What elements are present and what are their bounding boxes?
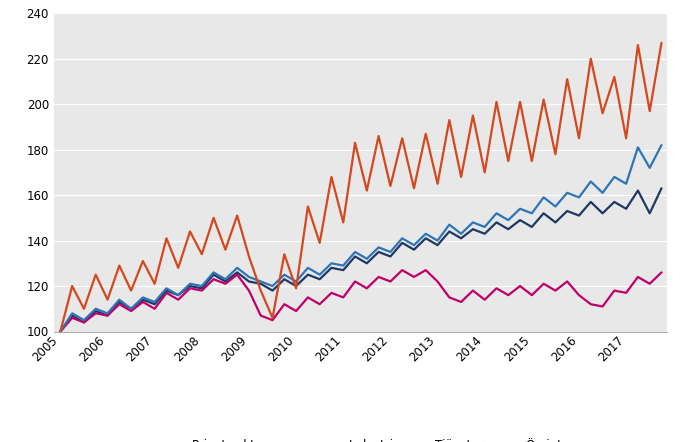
Industri xyxy=(268,317,276,323)
Industri xyxy=(657,270,665,275)
Övrigt xyxy=(657,40,665,46)
Privat sektor, varav xyxy=(268,288,276,293)
Övrigt xyxy=(610,74,618,80)
Line: Privat sektor, varav: Privat sektor, varav xyxy=(61,188,661,332)
Industri xyxy=(433,279,441,284)
Industri xyxy=(398,267,407,273)
Industri xyxy=(622,290,630,296)
Privat sektor, varav xyxy=(657,186,665,191)
Line: Industri: Industri xyxy=(61,270,661,332)
Legend: Privat sektor, varav, Industri, Tjänster, Övrigt: Privat sektor, varav, Industri, Tjänster… xyxy=(155,433,567,442)
Privat sektor, varav xyxy=(610,199,618,205)
Privat sektor, varav xyxy=(445,229,454,234)
Övrigt xyxy=(104,297,112,302)
Tjänster xyxy=(445,222,454,227)
Line: Tjänster: Tjänster xyxy=(61,145,661,332)
Privat sektor, varav xyxy=(339,267,347,273)
Privat sektor, varav xyxy=(422,236,430,241)
Tjänster xyxy=(657,142,665,148)
Industri xyxy=(104,313,112,318)
Tjänster xyxy=(422,231,430,236)
Industri xyxy=(457,299,465,305)
Industri xyxy=(339,295,347,300)
Tjänster xyxy=(104,311,112,316)
Övrigt xyxy=(57,329,65,334)
Övrigt xyxy=(268,315,276,320)
Line: Övrigt: Övrigt xyxy=(61,43,661,332)
Tjänster xyxy=(610,174,618,179)
Övrigt xyxy=(339,220,347,225)
Tjänster xyxy=(339,263,347,268)
Övrigt xyxy=(445,118,454,123)
Privat sektor, varav xyxy=(104,313,112,318)
Privat sektor, varav xyxy=(57,329,65,334)
Industri xyxy=(57,329,65,334)
Tjänster xyxy=(268,283,276,289)
Övrigt xyxy=(422,131,430,137)
Tjänster xyxy=(57,329,65,334)
